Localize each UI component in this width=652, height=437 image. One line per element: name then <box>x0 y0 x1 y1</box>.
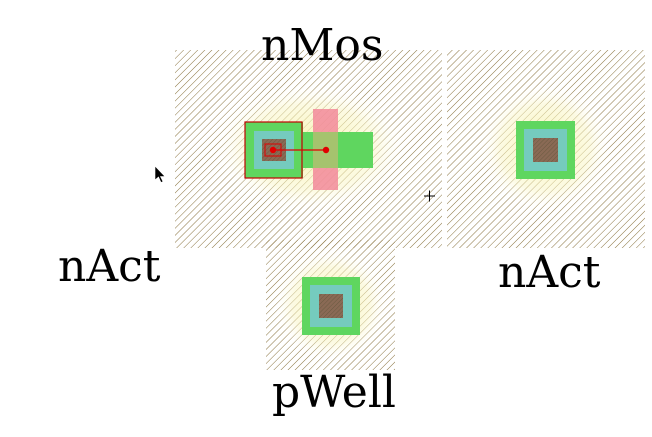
wire-endpoint-left <box>269 146 277 154</box>
label-nact-left: nAct <box>58 241 161 292</box>
crosshair-icon <box>424 190 435 202</box>
label-nmos: nMos <box>261 20 384 71</box>
nact-right-cell[interactable] <box>447 50 645 248</box>
label-pwell: pWell <box>272 367 396 418</box>
wire-endpoint-right <box>322 146 330 154</box>
pwell-cell[interactable] <box>266 240 395 370</box>
label-nact-right: nAct <box>498 247 601 298</box>
nmos-cell[interactable] <box>175 50 442 248</box>
arrow-cursor-icon <box>154 165 166 183</box>
